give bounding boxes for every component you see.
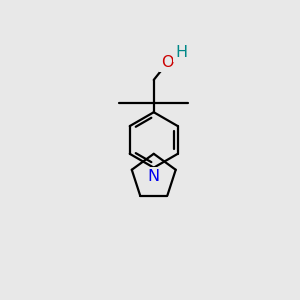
Text: N: N — [148, 169, 160, 184]
Text: H: H — [176, 45, 188, 60]
Text: O: O — [161, 55, 174, 70]
